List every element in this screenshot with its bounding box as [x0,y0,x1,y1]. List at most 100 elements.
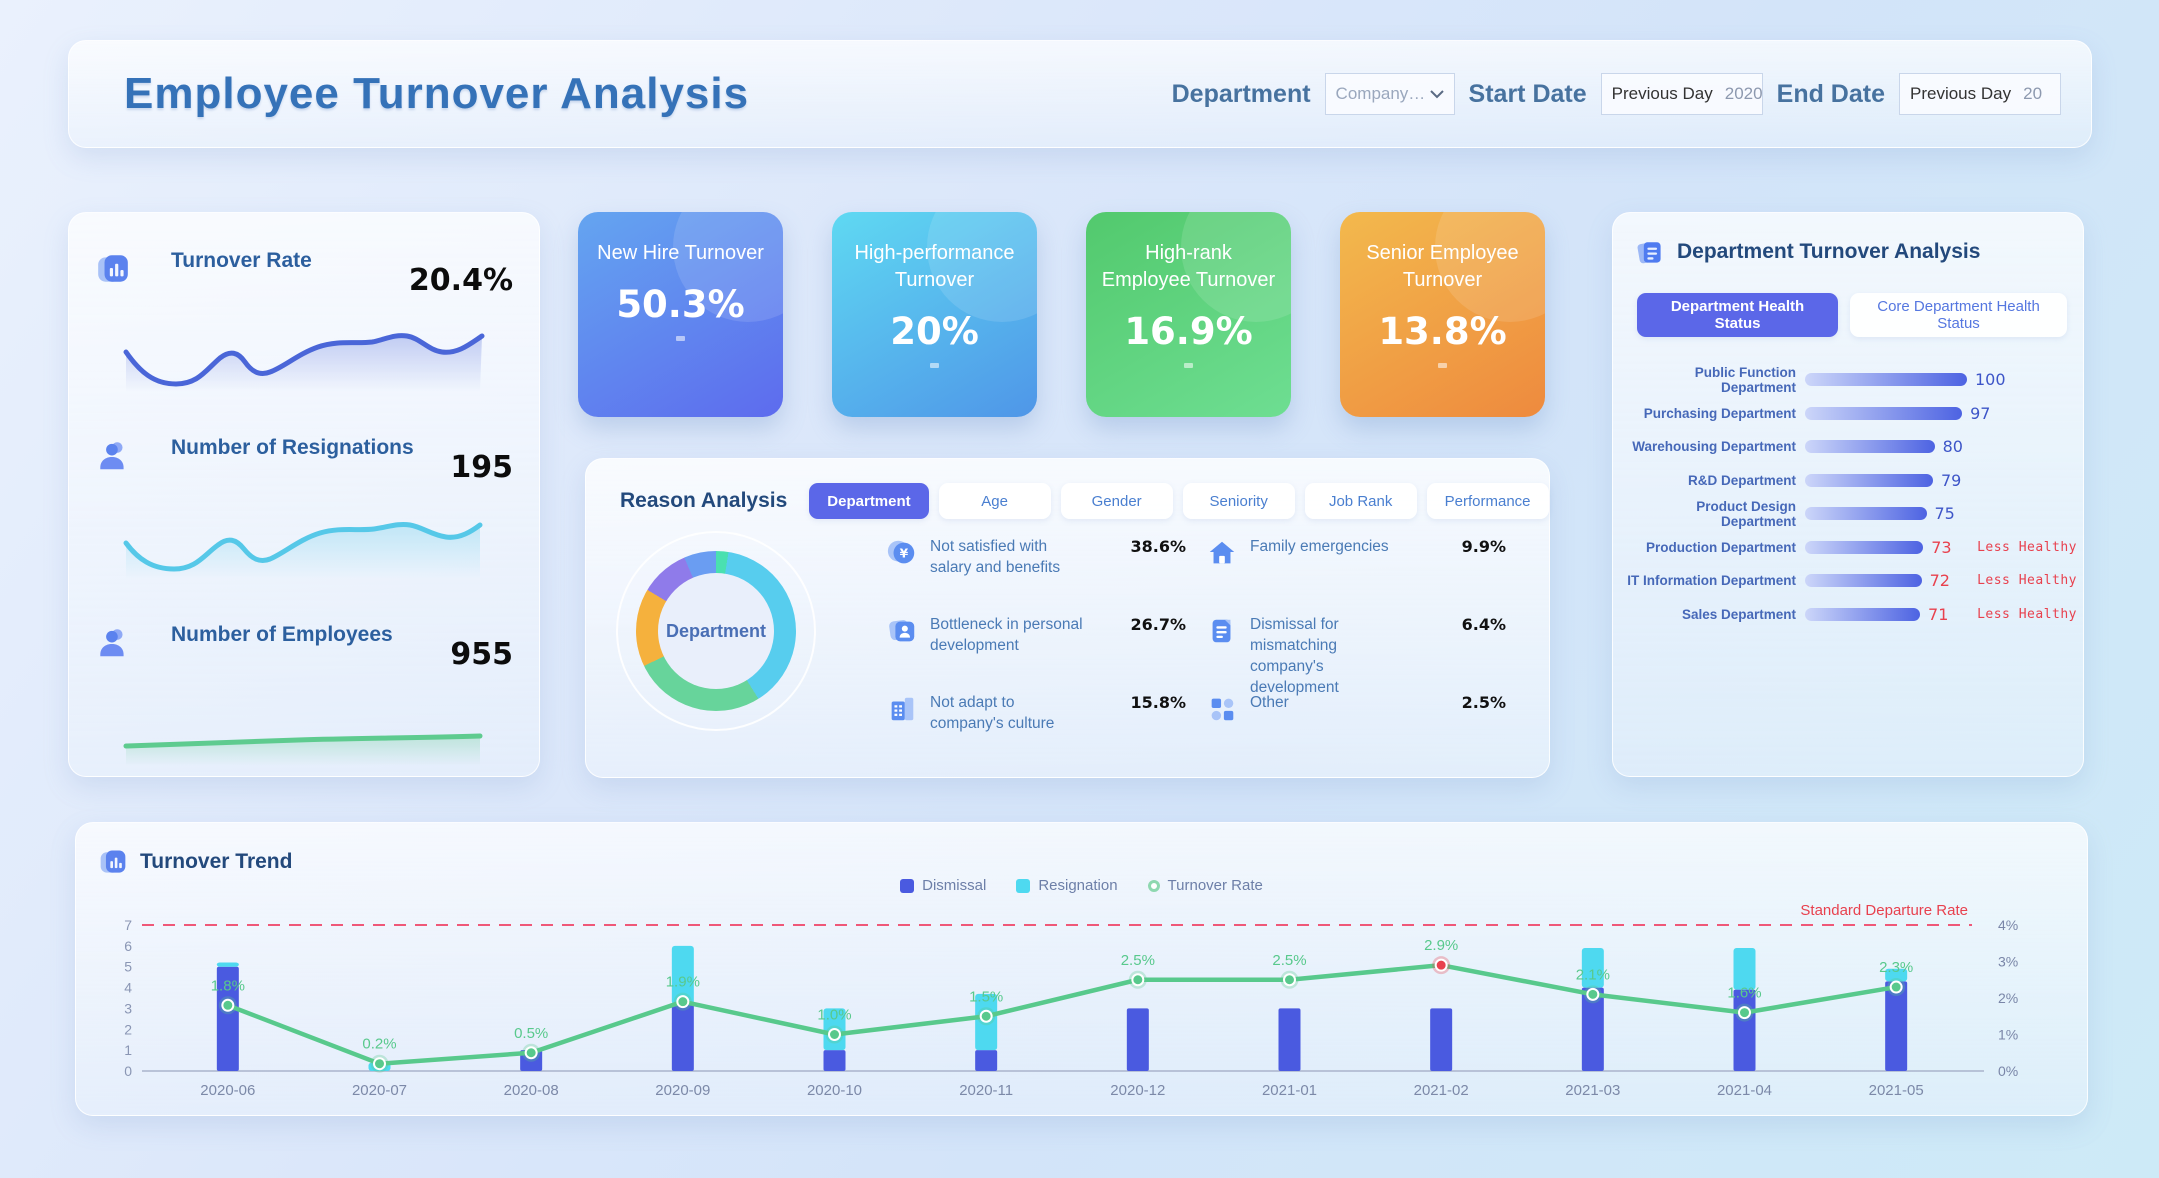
kpi-label: Senior Employee Turnover [1366,242,1519,291]
donut-center-label: Department [665,620,767,641]
dept-value: 79 [1940,470,1962,490]
chart-doc-icon [95,251,131,287]
end-date-value: 20 [2023,84,2043,103]
dept-bar [1805,540,1924,554]
stat-value: 195 [450,450,513,485]
kpi-value: 16.9% [1124,310,1253,353]
chevron-down-icon [1429,89,1444,98]
person-icon [95,438,131,474]
blocks-icon [1206,693,1238,725]
id-card-icon [886,615,918,647]
dept-row: IT Information Department 72 Less Health… [1613,564,2083,598]
trend-chart: Standard Departure Rate 0 1 2 3 4 5 6 7 0% 1% 2% 3% 4… [90,901,2070,1116]
dept-status: Less Healthy [1977,606,2077,622]
building-icon [886,693,918,725]
svg-text:2021-01: 2021-01 [1262,1082,1317,1099]
person-icon [95,625,131,661]
legend-dismissal[interactable]: Dismissal [900,877,986,894]
end-date-input[interactable]: Previous Day 20 [1899,73,2061,115]
dept-name: Purchasing Department [1643,405,1796,421]
stat-value: 20.4% [408,263,513,298]
dept-name: Product Design Department [1696,498,1796,529]
dept-name: Warehousing Department [1632,439,1796,455]
svg-text:1.5%: 1.5% [969,988,1003,1005]
svg-text:4: 4 [124,980,132,996]
svg-text:2020-08: 2020-08 [504,1082,559,1099]
trend-panel-head: Turnover Trend [76,823,2087,877]
dept-name: Public Function Department [1694,364,1796,395]
reason-body: Department ¥ Not satisfied with salary a… [586,519,1549,771]
end-date-label: End Date [1776,79,1885,108]
reason-percent: 9.9% [1461,537,1506,556]
svg-text:0.2%: 0.2% [362,1036,396,1053]
svg-text:2020-11: 2020-11 [959,1082,1013,1099]
reason-item: Bottleneck in personal development 26.7% [886,615,1186,693]
sparkline [123,522,483,579]
svg-text:2.9%: 2.9% [1424,937,1458,954]
start-date-value: 2020 [1724,84,1763,103]
tab-department[interactable]: Department [809,483,929,519]
kpi-value: 50.3% [616,283,745,326]
coin-yen-icon: ¥ [886,537,918,569]
legend-turnover-rate[interactable]: Turnover Rate [1147,877,1263,894]
dept-bar [1805,473,1933,487]
reason-percent: 2.5% [1461,693,1506,712]
kpi-dash [676,336,685,341]
dept-value: 75 [1934,504,1955,524]
dept-buttons: Department Health Status Core Department … [1613,267,2083,337]
svg-text:1%: 1% [1998,1027,2018,1043]
stat-label: Number of Employees [171,623,393,646]
reason-label: Not adapt to company's culture [930,694,1055,732]
dept-panel-title: Department Turnover Analysis [1677,240,1981,263]
start-date-input[interactable]: Previous Day 2020 [1600,73,1763,115]
reason-percent: 26.7% [1130,615,1186,634]
tab-seniority[interactable]: Seniority [1182,483,1295,519]
legend-resignation[interactable]: Resignation [1016,877,1118,894]
svg-text:2020-10: 2020-10 [807,1082,862,1099]
svg-text:2%: 2% [1998,990,2018,1006]
kpi-dash [1438,363,1447,368]
kpi-card: High-performance Turnover 20% [832,212,1037,417]
svg-text:2.1%: 2.1% [1576,966,1610,983]
department-select[interactable]: Company… [1324,73,1455,115]
reason-label: Not satisfied with salary and benefits [930,538,1061,576]
trend-panel-title: Turnover Trend [140,850,293,873]
dept-panel-head: Department Turnover Analysis [1613,213,2083,267]
svg-text:1.0%: 1.0% [817,1007,851,1024]
button-core-department-health-status[interactable]: Core Department Health Status [1850,293,2067,337]
dept-status: Less Healthy [1977,573,2077,589]
svg-text:0%: 0% [1998,1063,2018,1079]
button-department-health-status[interactable]: Department Health Status [1637,293,1839,337]
dept-rows: Public Function Department 100 Purchasin… [1613,363,2083,631]
svg-text:4%: 4% [1998,917,2018,933]
dept-name: IT Information Department [1627,573,1796,589]
dept-bar [1805,373,1967,387]
department-label: Department [1171,79,1311,108]
dept-value: 71 [1928,604,1949,624]
sparkline [123,733,483,766]
kpi-dash [1184,363,1193,368]
reason-label: Dismissal for mismatching company's deve… [1250,616,1339,696]
svg-text:0: 0 [124,1063,132,1079]
svg-text:2021-02: 2021-02 [1414,1082,1469,1099]
department-turnover-panel: Department Turnover Analysis Department … [1612,212,2084,777]
dept-bar [1805,574,1922,588]
kpi-label: New Hire Turnover [597,242,764,264]
kpi-value: 20% [890,310,979,353]
house-icon [1206,537,1238,569]
dept-name: R&D Department [1687,472,1796,488]
tab-performance[interactable]: Performance [1426,483,1549,519]
svg-text:2021-03: 2021-03 [1565,1082,1620,1099]
tab-gender[interactable]: Gender [1060,483,1173,519]
legend-label: Turnover Rate [1167,877,1263,894]
svg-text:2020-12: 2020-12 [1110,1082,1165,1099]
svg-text:6: 6 [124,938,132,954]
kpi-dash [930,363,939,368]
dept-value: 97 [1970,403,1991,423]
tab-job-rank[interactable]: Job Rank [1304,483,1417,519]
reason-label: Bottleneck in personal development [930,616,1083,654]
tab-age[interactable]: Age [938,483,1051,519]
header-controls: Department Company… Start Date Previous … [1172,73,2061,115]
reason-panel-title: Reason Analysis [620,489,788,512]
svg-text:2020-06: 2020-06 [200,1082,255,1099]
